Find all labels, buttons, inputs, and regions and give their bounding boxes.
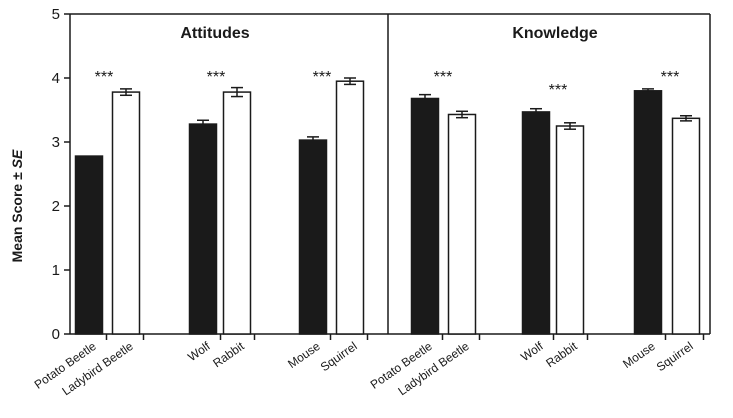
y-tick-label: 5: [52, 6, 60, 23]
y-axis-title-main: Mean Score ±: [9, 168, 25, 262]
bar: [633, 90, 663, 335]
bar: [298, 139, 328, 335]
y-axis-title: Mean Score ± SE: [9, 149, 25, 262]
y-tick-label: 2: [52, 198, 60, 215]
bar: [111, 91, 141, 335]
x-category-label: Mouse: [620, 339, 658, 371]
y-tick-label: 0: [52, 326, 60, 343]
axes: [64, 13, 711, 340]
x-category-label: Wolf: [185, 339, 213, 364]
bar: [222, 91, 252, 335]
y-tick-label: 4: [52, 70, 60, 87]
x-category-label: Wolf: [518, 339, 546, 364]
bars: [74, 77, 701, 335]
y-tick-label: 1: [52, 262, 60, 279]
y-tick-label: 3: [52, 134, 60, 151]
significance-label: ***: [434, 69, 453, 86]
panel-title: Knowledge: [512, 25, 597, 42]
bar: [335, 80, 365, 335]
bar: [447, 113, 477, 335]
significance-label: ***: [207, 69, 226, 86]
bar: [671, 117, 701, 335]
significance-label: ***: [95, 69, 114, 86]
significance-label: ***: [661, 69, 680, 86]
significance-label: ***: [313, 69, 332, 86]
bar: [410, 97, 440, 335]
x-category-label: Rabbit: [210, 339, 247, 371]
significance-label: ***: [549, 82, 568, 99]
bar: [188, 123, 218, 335]
x-category-label: Mouse: [285, 339, 323, 371]
bar: [521, 111, 551, 335]
x-category-label: Rabbit: [543, 339, 580, 371]
x-category-label: Squirrel: [654, 339, 696, 374]
y-axis-title-italic: SE: [9, 149, 25, 168]
x-category-label: Squirrel: [318, 339, 360, 374]
bar: [74, 155, 104, 335]
bar: [555, 125, 585, 335]
panel-title: Attitudes: [180, 25, 249, 42]
